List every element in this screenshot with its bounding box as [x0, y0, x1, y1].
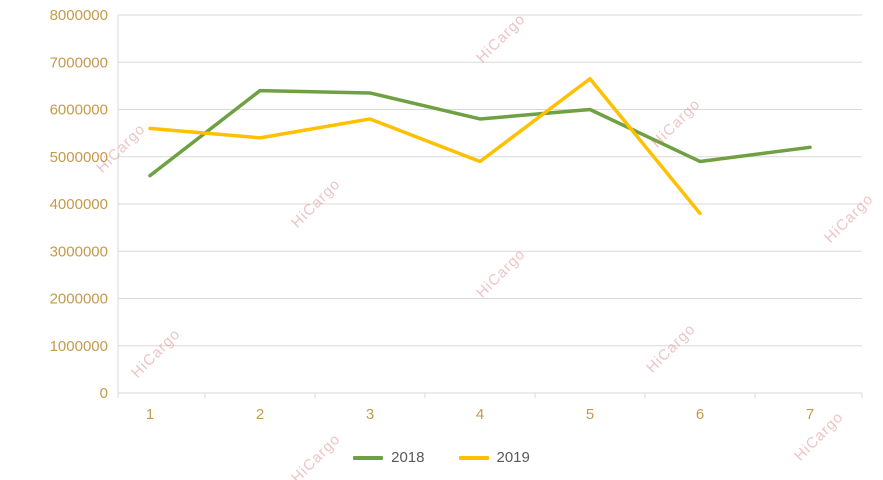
- series-line-2019: [148, 77, 702, 216]
- legend-label-2018: 2018: [391, 449, 425, 466]
- legend-item-2019: 2019: [458, 449, 530, 466]
- y-axis-label: 4000000: [50, 196, 108, 213]
- x-axis-label: 4: [476, 406, 484, 423]
- x-axis-label: 6: [696, 406, 704, 423]
- y-axis-label: 5000000: [50, 149, 108, 166]
- x-axis-label: 5: [586, 406, 594, 423]
- legend: 2018 2019: [0, 449, 883, 466]
- x-axis-label: 2: [256, 406, 264, 423]
- y-axis-label: 7000000: [50, 54, 108, 71]
- y-axis-label: 1000000: [50, 338, 108, 355]
- legend-item-2018: 2018: [353, 449, 425, 466]
- x-axis-label: 7: [806, 406, 814, 423]
- y-axis-label: 2000000: [50, 291, 108, 308]
- x-axis-label: 3: [366, 406, 374, 423]
- legend-swatch-2019: [458, 455, 489, 460]
- y-axis-label: 8000000: [50, 7, 108, 24]
- y-axis-label: 0: [100, 385, 108, 402]
- x-axis-label: 1: [146, 406, 154, 423]
- series-line-2018: [148, 88, 812, 178]
- y-axis-label: 6000000: [50, 102, 108, 119]
- y-axis-label: 3000000: [50, 243, 108, 260]
- legend-swatch-2018: [353, 455, 384, 460]
- legend-label-2019: 2019: [496, 449, 530, 466]
